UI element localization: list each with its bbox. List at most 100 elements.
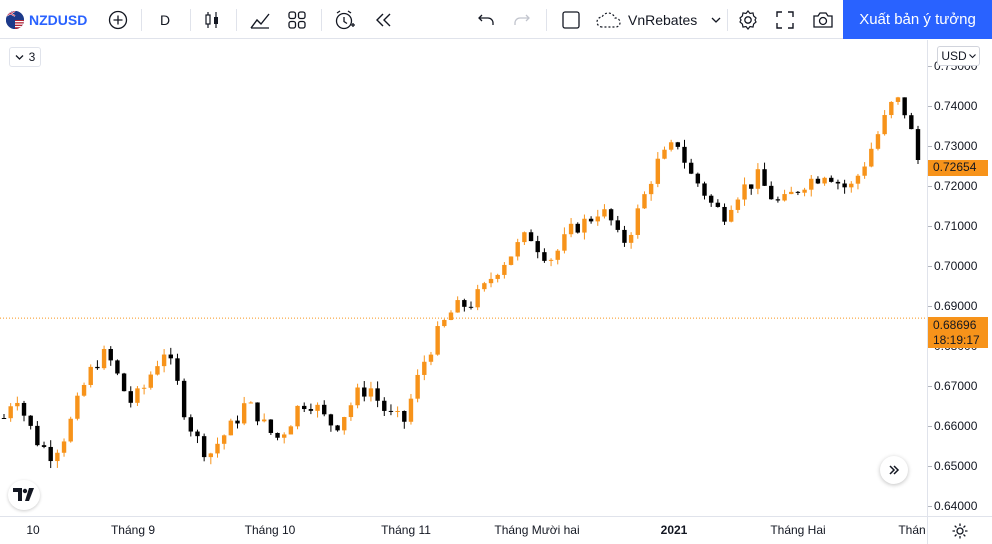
candle-body: [688, 162, 694, 174]
select-rect-button[interactable]: [559, 0, 583, 39]
candle: [615, 215, 620, 233]
price-scale[interactable]: 0.75000 0.74000 0.73000 0.72000 0.71000 0.700…: [927, 40, 992, 516]
candle: [161, 349, 167, 373]
candles-icon: [205, 11, 218, 28]
candle: [608, 208, 614, 226]
candle-body: [608, 209, 614, 221]
publish-idea-button[interactable]: Xuất bản ý tưởng: [843, 0, 992, 39]
candle: [95, 360, 100, 370]
scale-settings-button[interactable]: [927, 516, 992, 544]
candle-body: [115, 360, 120, 374]
candle-body: [602, 209, 607, 217]
candle-body: [622, 229, 627, 243]
candle: [795, 190, 801, 196]
candle: [548, 258, 554, 267]
candle-body: [635, 208, 640, 235]
indicators-button[interactable]: [247, 0, 273, 39]
candle-body: [508, 256, 514, 265]
screenshot-button[interactable]: [810, 0, 836, 39]
candle-body: [829, 177, 834, 182]
currency-button[interactable]: USD: [937, 46, 980, 66]
candlestick-chart[interactable]: [0, 40, 927, 516]
candle: [702, 181, 707, 200]
candle: [775, 196, 781, 203]
candle: [769, 181, 774, 200]
candle-body: [375, 388, 380, 401]
settings-button[interactable]: [736, 0, 760, 39]
candle-body: [668, 142, 674, 150]
time-tick: 2021: [660, 523, 688, 537]
candle: [455, 296, 460, 313]
alert-button[interactable]: [332, 0, 358, 39]
candle: [115, 359, 120, 376]
candle-body: [282, 434, 287, 438]
candle: [622, 225, 627, 247]
candle-body: [562, 234, 567, 251]
candle-body: [475, 289, 480, 308]
candle-body: [128, 391, 133, 403]
candle-body: [288, 426, 294, 435]
candle: [915, 125, 921, 164]
candle-body: [528, 232, 534, 242]
candle: [41, 441, 47, 449]
price-tick: 0.64000: [927, 499, 978, 513]
candle: [362, 381, 367, 402]
symbol-label: NZDUSD: [29, 11, 88, 28]
candle-body: [248, 402, 254, 404]
candle-body: [648, 183, 654, 195]
candle: [875, 131, 881, 151]
chart-style-button[interactable]: [200, 0, 224, 39]
candle-body: [362, 387, 367, 397]
undo-button[interactable]: [474, 0, 498, 39]
candle: [302, 402, 307, 413]
candle: [802, 187, 807, 197]
time-tick: Tháng 11: [381, 523, 431, 537]
toolbar-divider: [141, 9, 142, 31]
fullscreen-button[interactable]: [773, 0, 797, 39]
candle: [282, 432, 287, 444]
chart-pane[interactable]: [0, 40, 927, 516]
candle-body: [749, 184, 754, 189]
candle: [155, 360, 160, 376]
candle-body: [221, 435, 227, 444]
layout-name-button[interactable]: VnRebates: [596, 0, 724, 39]
candle-body: [742, 184, 747, 200]
candle: [101, 345, 107, 370]
alert-icon: [335, 9, 355, 29]
tradingview-logo[interactable]: [8, 480, 40, 510]
candle-body: [268, 419, 274, 433]
redo-button[interactable]: [510, 0, 534, 39]
toolbar-divider: [190, 9, 191, 31]
candle: [195, 429, 200, 444]
candle-body: [161, 354, 167, 367]
candle: [508, 256, 514, 266]
candle-body: [1, 418, 7, 419]
candle-body: [408, 398, 414, 422]
candle: [475, 284, 480, 311]
candle: [261, 413, 267, 423]
scroll-to-realtime-button[interactable]: [880, 456, 908, 484]
candle-body: [261, 419, 267, 422]
candle-body: [875, 134, 881, 149]
price-tick: 0.70000: [927, 259, 978, 273]
candle: [829, 175, 834, 183]
candle: [648, 181, 654, 201]
add-symbol-button[interactable]: [106, 0, 130, 39]
replay-button[interactable]: [370, 0, 396, 39]
price-tick: 0.72000: [927, 179, 978, 193]
candle: [468, 301, 474, 310]
candle-body: [402, 410, 407, 422]
candle-body: [575, 223, 580, 233]
legend-toggle-button[interactable]: 3: [9, 47, 41, 67]
candle: [882, 110, 887, 136]
templates-button[interactable]: [284, 0, 310, 39]
candle-body: [488, 278, 494, 284]
candle-body: [855, 175, 861, 184]
symbol-search-button[interactable]: NZDUSD: [6, 0, 98, 39]
time-scale[interactable]: 10 Tháng 9 Tháng 10 Tháng 11 Tháng Mười hai 2…: [0, 516, 927, 544]
candle-body: [308, 409, 314, 411]
indicators-icon: [250, 13, 270, 29]
time-tick: Tháng Hai: [770, 523, 826, 537]
interval-button[interactable]: D: [159, 11, 171, 28]
candle: [55, 449, 60, 468]
